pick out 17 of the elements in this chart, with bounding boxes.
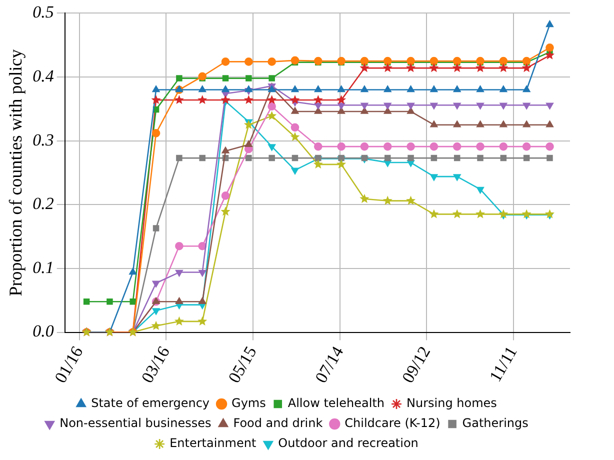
legend-label: State of emergency	[91, 396, 210, 410]
legend-label: Food and drink	[233, 416, 323, 430]
legend-label: Allow telehealth	[288, 396, 385, 410]
y-tick-label: 0.0	[32, 322, 54, 341]
y-tick-label: 0.3	[32, 130, 54, 150]
legend-label: Nursing homes	[406, 396, 497, 410]
legend-label: Entertainment	[170, 436, 256, 450]
legend-label: Gatherings	[462, 416, 528, 430]
y-tick-label: 0.1	[32, 258, 54, 277]
y-tick-label: 0.4	[32, 66, 54, 86]
legend-label: Outdoor and recreation	[278, 436, 418, 450]
legend-label: Childcare (K-12)	[344, 416, 440, 430]
y-tick-label: 0.5	[32, 2, 54, 22]
y-axis-title: Proportion of counties with policy	[6, 49, 26, 296]
legend-label: Non-essential businesses	[60, 416, 212, 430]
y-tick-label: 0.2	[32, 194, 54, 214]
legend-label: Gyms	[232, 396, 266, 410]
